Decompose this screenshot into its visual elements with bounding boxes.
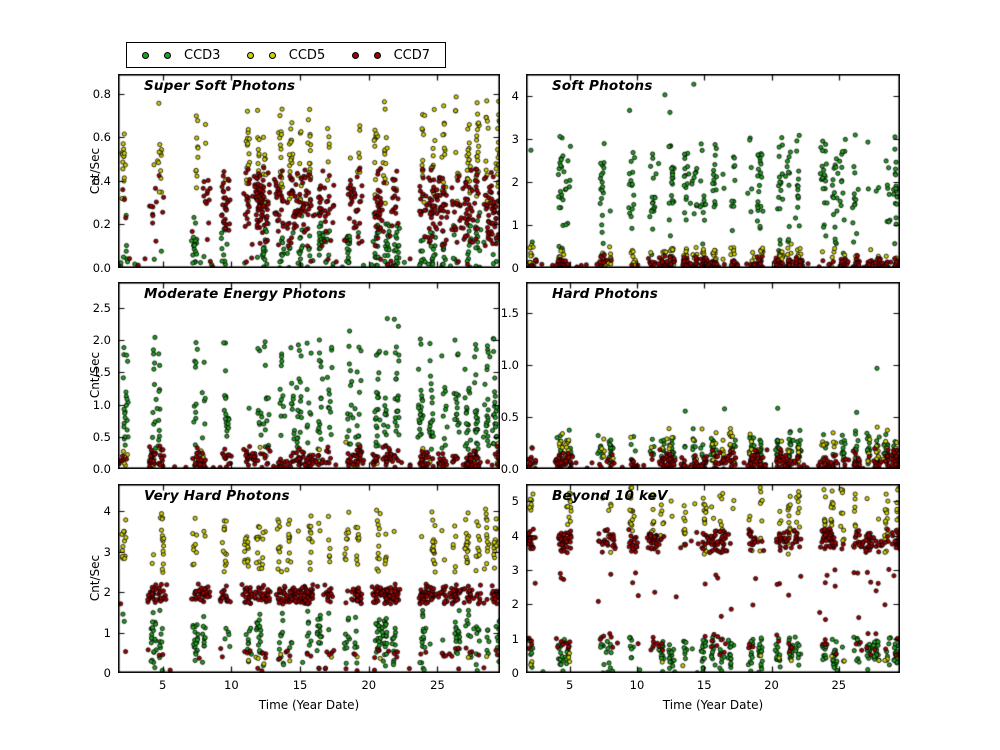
ccd5-marker-icon (268, 51, 276, 59)
legend: CCD3 CCD5 CCD7 (126, 42, 446, 68)
ccd7-marker-icon (373, 51, 381, 59)
y-tick-label: 0.0 (92, 462, 111, 476)
y-tick-label: 4 (511, 88, 519, 103)
x-tick-label: 15 (696, 678, 712, 692)
y-tick-label: 0.5 (92, 429, 111, 444)
y-tick-label: 0 (511, 261, 519, 275)
x-axis-label: Time (Year Date) (258, 698, 360, 712)
panel-very-hard-photons: Very Hard Photons 0 1 2 3 4 5 10 15 20 25 (104, 484, 500, 692)
x-tick-label: 15 (292, 678, 308, 692)
panel-soft-photons: Soft Photons 0 1 2 3 4 (512, 74, 900, 275)
y-tick-label: 4 (103, 504, 111, 519)
y-axis-label: Cnt/Sec (88, 554, 102, 602)
y-tick-label: 0 (103, 666, 111, 680)
y-tick-label: 0 (511, 666, 519, 680)
x-tick-label: 5 (158, 678, 167, 692)
y-tick-label: 0.5 (500, 410, 519, 425)
y-tick-label: 0.6 (92, 130, 111, 145)
x-tick-label: 20 (361, 678, 377, 692)
legend-entry-ccd3: CCD3 (142, 48, 220, 63)
ccd7-marker-icon (351, 51, 359, 59)
x-tick-label: 10 (629, 678, 645, 692)
y-tick-label: 1 (511, 631, 519, 646)
y-tick-label: 3 (103, 544, 111, 559)
y-tick-label: 2.5 (92, 300, 111, 315)
y-tick-label: 2 (511, 174, 519, 189)
y-axis-label: Cnt/Sec (88, 351, 102, 399)
x-tick-label: 10 (224, 678, 239, 692)
ccd3-marker-icon (142, 51, 149, 59)
y-tick-label: 1.0 (92, 397, 111, 412)
scatter-canvas-moderate (118, 282, 500, 469)
y-tick-label: 2 (103, 585, 111, 600)
y-tick-label: 1.5 (92, 365, 111, 380)
scatter-canvas-soft (526, 74, 900, 268)
legend-entry-ccd7: CCD7 (351, 47, 430, 63)
y-tick-label: 1 (103, 625, 111, 640)
scatter-canvas-very-hard (118, 484, 500, 673)
x-tick-label: 5 (566, 678, 574, 692)
legend-label-ccd3: CCD3 (184, 47, 221, 63)
panel-super-soft-photons: Super Soft Photons 0.0 0.2 0.4 0.6 0.8 (93, 74, 500, 275)
y-tick-label: 4 (511, 528, 519, 543)
panel-moderate-energy-photons: Moderate Energy Photons 0.0 0.5 1.0 1.5 2.0 2… (93, 282, 500, 476)
ccd5-marker-icon (246, 51, 254, 59)
y-tick-label: 3 (511, 131, 519, 146)
y-tick-label: 2.0 (92, 333, 111, 348)
legend-label-ccd5: CCD5 (288, 47, 326, 63)
y-tick-label: 0.8 (92, 86, 111, 101)
y-tick-label: 0.0 (500, 462, 519, 476)
legend-label-ccd7: CCD7 (393, 47, 430, 63)
panel-title: Moderate Energy Photons (144, 286, 347, 302)
y-axis-label: Cnt/Sec (88, 147, 102, 195)
ccd3-marker-icon (164, 51, 171, 59)
panel-title: Super Soft Photons (144, 78, 296, 94)
legend-entry-ccd5: CCD5 (246, 47, 326, 63)
y-tick-label: 2 (511, 597, 519, 612)
panel-beyond-10-kev: Beyond 10 keV 0 1 2 3 4 5 5 10 15 20 25 (512, 484, 900, 692)
x-tick-label: 25 (831, 678, 847, 692)
y-tick-label: 0.4 (92, 173, 111, 188)
y-tick-label: 5 (511, 494, 519, 509)
x-tick-label: 20 (764, 678, 779, 692)
y-tick-label: 3 (511, 562, 519, 577)
panel-title: Very Hard Photons (144, 488, 290, 504)
y-tick-label: 0.2 (92, 217, 111, 232)
panel-title: Beyond 10 keV (552, 488, 668, 504)
y-tick-label: 0.0 (92, 261, 111, 275)
panel-title: Soft Photons (552, 78, 653, 94)
panel-title: Hard Photons (552, 286, 658, 302)
scatter-canvas-hard (526, 282, 900, 469)
x-tick-label: 25 (430, 678, 445, 692)
y-tick-label: 1.5 (500, 306, 519, 321)
scatter-canvas-super-soft (118, 74, 500, 268)
x-axis-label: Time (Year Date) (662, 698, 764, 712)
y-tick-label: 1.0 (500, 358, 519, 373)
scatter-canvas-beyond-10kev (526, 484, 900, 673)
y-tick-label: 1 (511, 217, 519, 232)
panel-hard-photons: Hard Photons 0.0 0.5 1.0 1.5 (501, 282, 900, 476)
